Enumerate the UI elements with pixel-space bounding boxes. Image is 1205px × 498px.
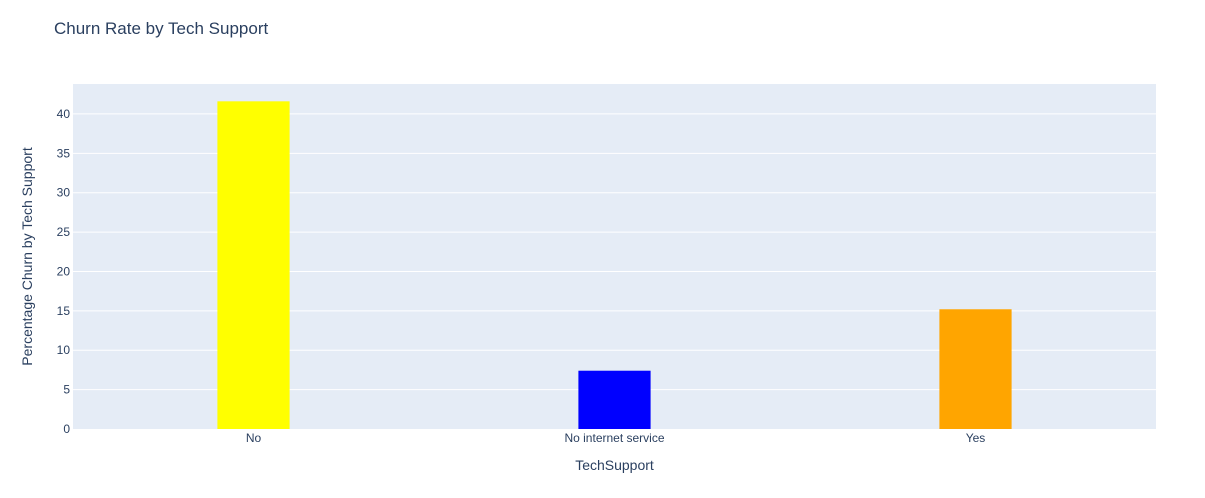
y-tick-label: 5 bbox=[63, 383, 70, 397]
y-tick-label: 35 bbox=[57, 146, 71, 160]
y-axis-ticks: 0 5 10 15 20 25 30 35 40 bbox=[57, 107, 71, 436]
x-axis-ticks: No No internet service Yes bbox=[246, 431, 985, 445]
x-tick-label: Yes bbox=[966, 431, 986, 445]
bar[interactable] bbox=[578, 370, 651, 429]
y-tick-label: 30 bbox=[57, 186, 71, 200]
y-tick-label: 0 bbox=[63, 422, 70, 436]
y-tick-label: 40 bbox=[57, 107, 71, 121]
x-axis-title: TechSupport bbox=[575, 457, 654, 473]
x-tick-label: No internet service bbox=[564, 431, 664, 445]
chart-title: Churn Rate by Tech Support bbox=[54, 19, 268, 38]
bar[interactable] bbox=[217, 101, 290, 429]
y-tick-label: 10 bbox=[57, 343, 71, 357]
bars bbox=[217, 101, 1012, 429]
bar[interactable] bbox=[939, 309, 1012, 429]
y-tick-label: 25 bbox=[57, 225, 71, 239]
y-axis-title: Percentage Churn by Tech Support bbox=[19, 147, 35, 366]
y-tick-label: 15 bbox=[57, 304, 71, 318]
y-tick-label: 20 bbox=[57, 264, 71, 278]
x-tick-label: No bbox=[246, 431, 262, 445]
